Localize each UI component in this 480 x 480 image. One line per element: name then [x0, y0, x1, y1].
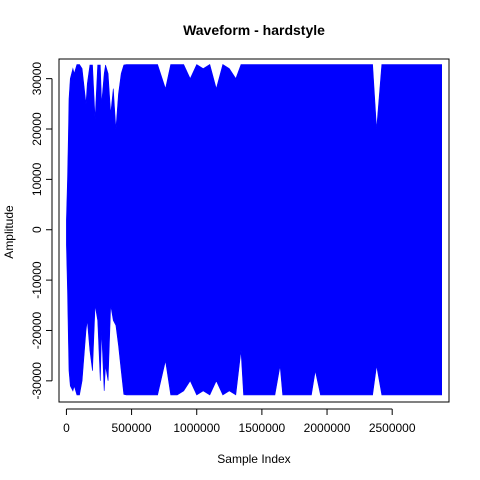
- x-tick-label: 0: [63, 421, 70, 435]
- y-tick-label: -10000: [30, 261, 44, 299]
- x-axis-label: Sample Index: [217, 452, 290, 466]
- y-tick-label: 30000: [30, 62, 44, 96]
- x-tick-label: 1500000: [239, 421, 286, 435]
- chart-title: Waveform - hardstyle: [183, 22, 325, 38]
- y-axis: -30000 -20000 -10000 0 10000 20000 30000: [30, 62, 53, 400]
- y-tick-label: -20000: [30, 311, 44, 349]
- plot-frame: [58, 58, 450, 403]
- x-tick-label: 2500000: [369, 421, 416, 435]
- y-tick-label: 10000: [30, 162, 44, 196]
- y-tick-label: 0: [30, 226, 44, 233]
- x-tick-label: 1000000: [173, 421, 220, 435]
- x-tick-label: 2000000: [304, 421, 351, 435]
- x-tick-label: 500000: [112, 421, 152, 435]
- y-tick-label: 20000: [30, 112, 44, 146]
- y-tick-label: -30000: [30, 362, 44, 400]
- waveform-series: [66, 64, 442, 396]
- x-axis: 0 500000 1000000 1500000 2000000 2500000: [63, 408, 416, 435]
- y-axis-label: Amplitude: [2, 205, 16, 259]
- waveform-area: [66, 64, 442, 396]
